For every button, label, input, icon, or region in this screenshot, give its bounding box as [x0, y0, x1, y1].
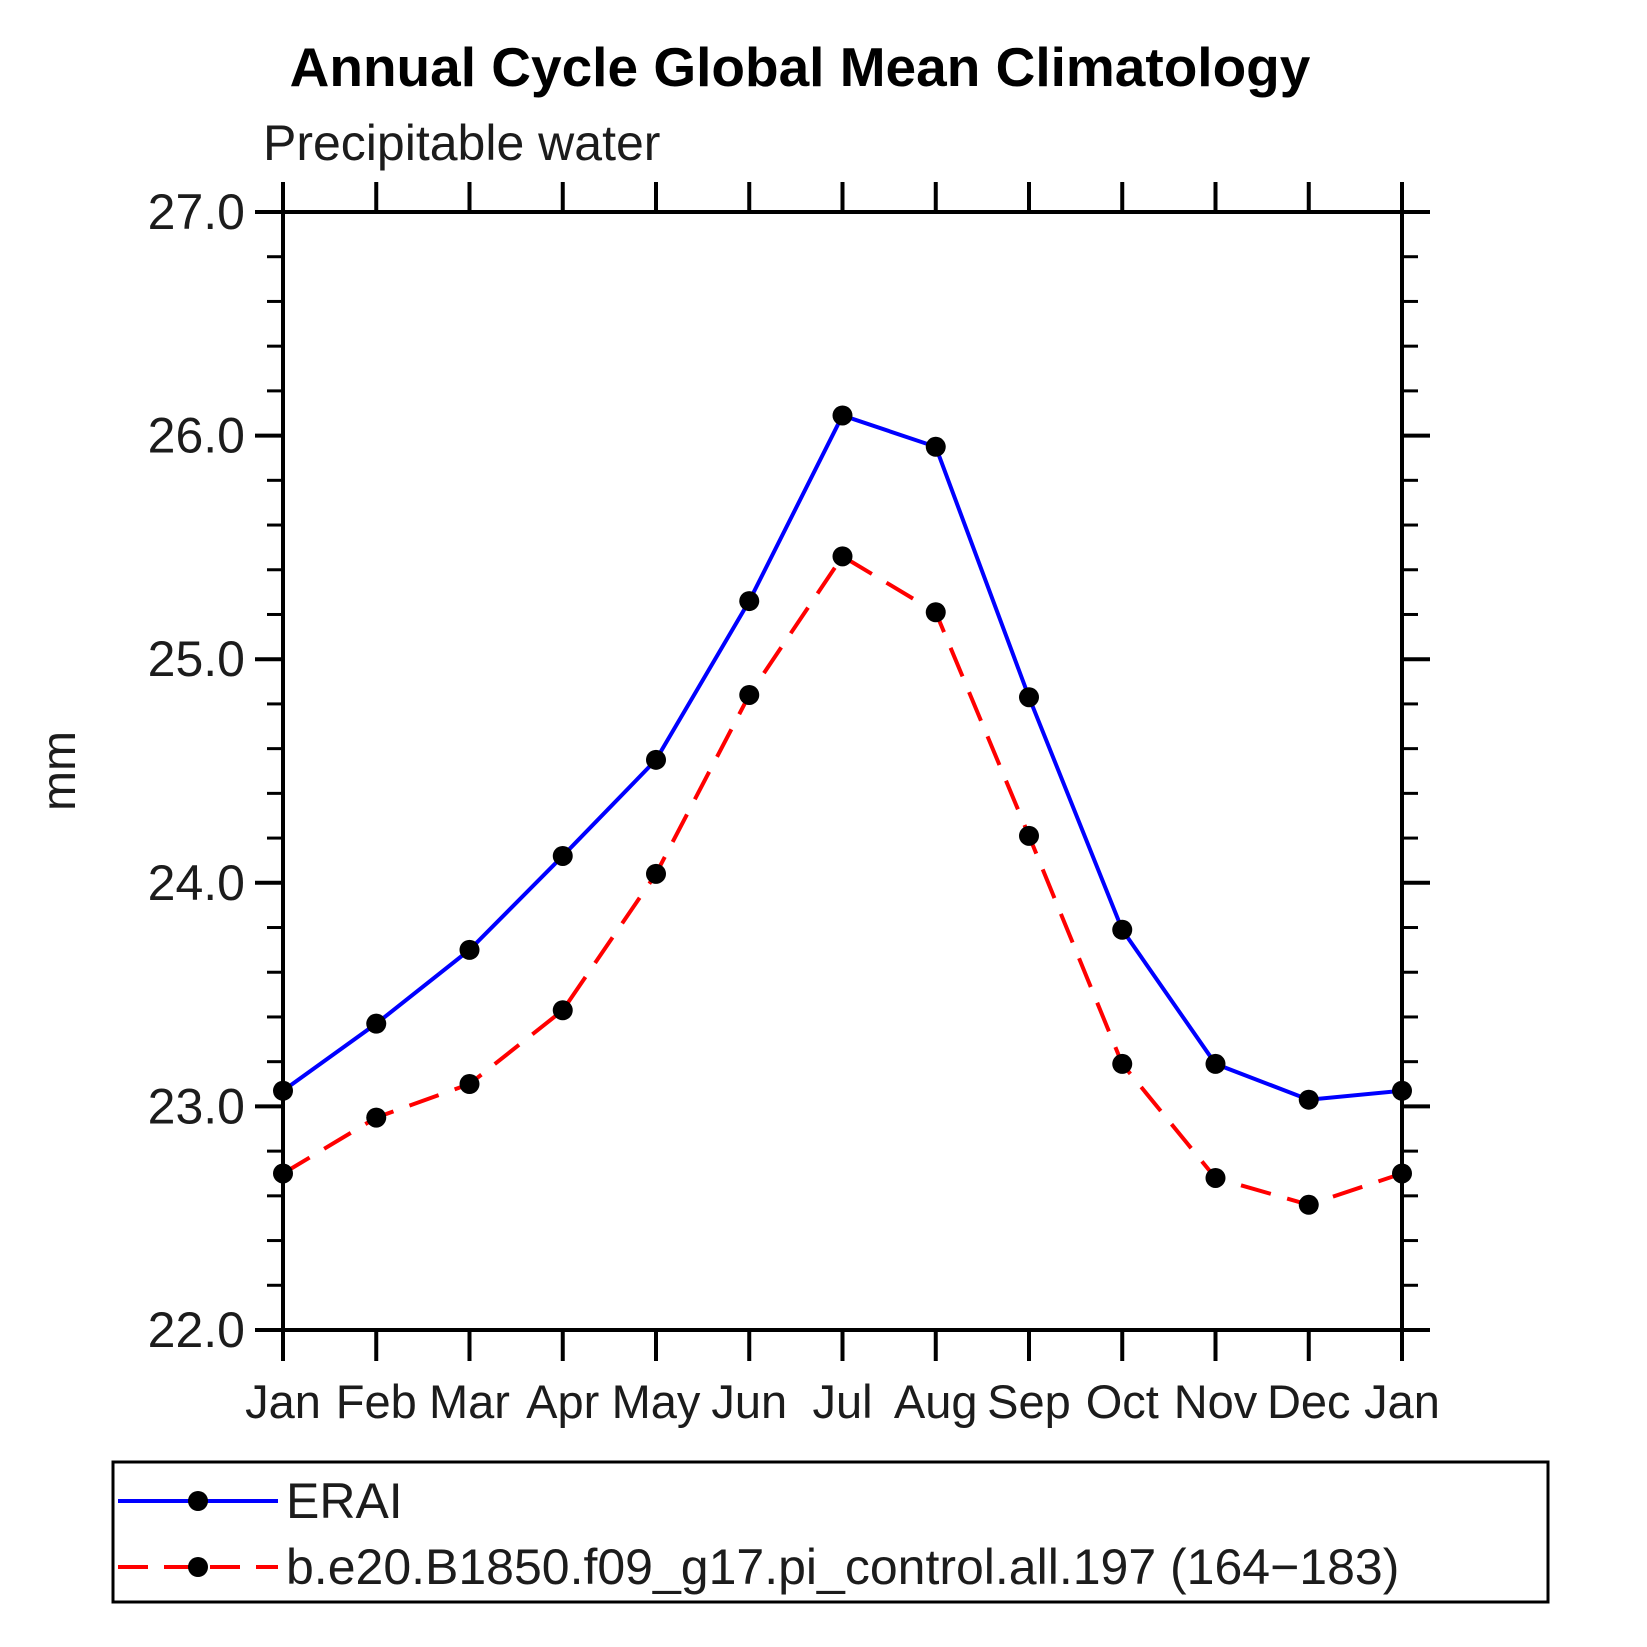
data-point-marker: [1392, 1080, 1412, 1101]
series-line: [281, 553, 1403, 1207]
data-point-marker: [552, 845, 573, 866]
x-tick-label: Dec: [1267, 1375, 1351, 1428]
data-point-marker: [459, 1074, 480, 1095]
plot-frame: [281, 210, 1404, 1332]
data-point-marker: [739, 684, 760, 705]
data-point-marker: [646, 863, 666, 884]
legend-label: ERAI: [286, 1473, 403, 1529]
data-point-marker: [1392, 1163, 1412, 1184]
legend-marker: [188, 1491, 208, 1511]
data-point-marker: [1019, 687, 1039, 708]
data-point-marker: [273, 1163, 293, 1184]
data-point-marker: [1112, 1053, 1133, 1074]
data-point-marker: [925, 436, 946, 457]
data-point-marker: [459, 939, 480, 960]
data-point-marker: [1298, 1194, 1319, 1215]
series-line: [281, 413, 1403, 1102]
data-point-marker: [646, 749, 666, 770]
y-axis-label: mm: [33, 731, 86, 811]
x-tick-label: Sep: [987, 1375, 1071, 1428]
y-tick-label: 25.0: [148, 631, 245, 687]
data-point-marker: [1019, 825, 1039, 846]
x-tick-label: Apr: [526, 1375, 599, 1428]
chart-title: Annual Cycle Global Mean Climatology: [290, 36, 1311, 98]
x-tick-label: Oct: [1086, 1375, 1159, 1428]
x-tick-label: May: [612, 1375, 701, 1428]
x-tick-label: Jun: [711, 1375, 787, 1428]
y-tick-label: 24.0: [148, 855, 245, 911]
data-point-marker: [832, 405, 853, 426]
axes: Jan Feb Mar Apr May Jun Jul Aug Sep Oct Nov Dec Jan2…: [148, 182, 1440, 1428]
legend-marker: [188, 1557, 208, 1577]
data-point-marker: [273, 1080, 293, 1101]
x-tick-label: Nov: [1174, 1375, 1258, 1428]
data-point-marker: [925, 602, 946, 623]
data-point-marker: [1205, 1053, 1226, 1074]
legend-label: b.e20.B1850.f09_g17.pi_control.all.197 (…: [286, 1539, 1399, 1595]
data-point-marker: [1112, 919, 1133, 940]
legend: ERAI b.e20.B1850.f09_g17.pi_control.all.1…: [111, 1460, 1550, 1604]
data-point-marker: [832, 546, 853, 567]
x-tick-label: Mar: [429, 1375, 510, 1428]
y-tick-label: 26.0: [148, 408, 245, 464]
legend-box: [111, 1460, 1550, 1604]
series-group: [273, 405, 1412, 1215]
x-tick-label: Feb: [336, 1375, 417, 1428]
x-tick-label: Jul: [812, 1375, 872, 1428]
data-point-marker: [366, 1107, 387, 1128]
data-point-marker: [1205, 1167, 1226, 1188]
y-tick-label: 22.0: [148, 1302, 245, 1358]
x-tick-label: Jan: [1364, 1375, 1440, 1428]
data-point-marker: [366, 1013, 387, 1034]
y-tick-label: 23.0: [148, 1078, 245, 1134]
chart-subtitle: Precipitable water: [263, 115, 660, 171]
y-tick-label: 27.0: [148, 184, 245, 240]
x-tick-label: Aug: [894, 1375, 978, 1428]
data-point-marker: [739, 591, 760, 612]
data-point-marker: [1298, 1089, 1319, 1110]
data-point-marker: [552, 1000, 573, 1021]
x-tick-label: Jan: [245, 1375, 321, 1428]
